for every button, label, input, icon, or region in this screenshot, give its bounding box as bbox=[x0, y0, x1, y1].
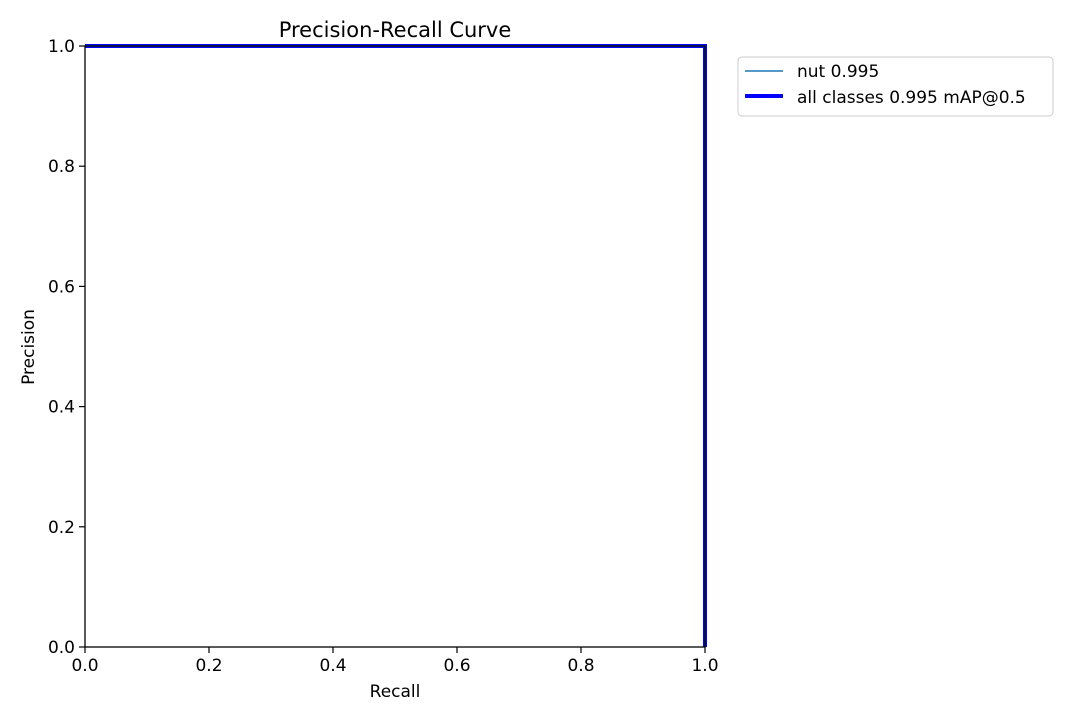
legend-label-nut: nut 0.995 bbox=[797, 62, 879, 82]
plot-area bbox=[85, 46, 705, 647]
y-tick-label: 0.2 bbox=[48, 518, 75, 538]
x-tick-label: 0.6 bbox=[443, 656, 470, 676]
x-tick-label: 0.2 bbox=[195, 656, 222, 676]
x-tick-label: 0.4 bbox=[319, 656, 346, 676]
x-tick-label: 0.8 bbox=[567, 656, 594, 676]
y-tick-label: 0.8 bbox=[48, 157, 75, 177]
plot-frame bbox=[84, 45, 706, 648]
y-tick-label: 0.4 bbox=[48, 398, 75, 418]
x-tick-label: 1.0 bbox=[691, 656, 718, 676]
legend-label-all-classes: all classes 0.995 mAP@0.5 bbox=[797, 88, 1026, 108]
y-tick-label: 0.0 bbox=[48, 638, 75, 658]
y-axis-ticks: 0.0 0.2 0.4 0.6 0.8 1.0 bbox=[48, 37, 85, 658]
x-tick-label: 0.0 bbox=[71, 656, 98, 676]
chart-title: Precision-Recall Curve bbox=[279, 18, 512, 42]
y-tick-label: 1.0 bbox=[48, 37, 75, 57]
legend: nut 0.995 all classes 0.995 mAP@0.5 bbox=[737, 56, 1054, 117]
y-tick-label: 0.6 bbox=[48, 277, 75, 297]
legend-box bbox=[737, 56, 1054, 117]
y-axis-label: Precision bbox=[19, 309, 39, 385]
x-axis-ticks: 0.0 0.2 0.4 0.6 0.8 1.0 bbox=[71, 647, 719, 676]
x-axis-label: Recall bbox=[370, 682, 421, 702]
